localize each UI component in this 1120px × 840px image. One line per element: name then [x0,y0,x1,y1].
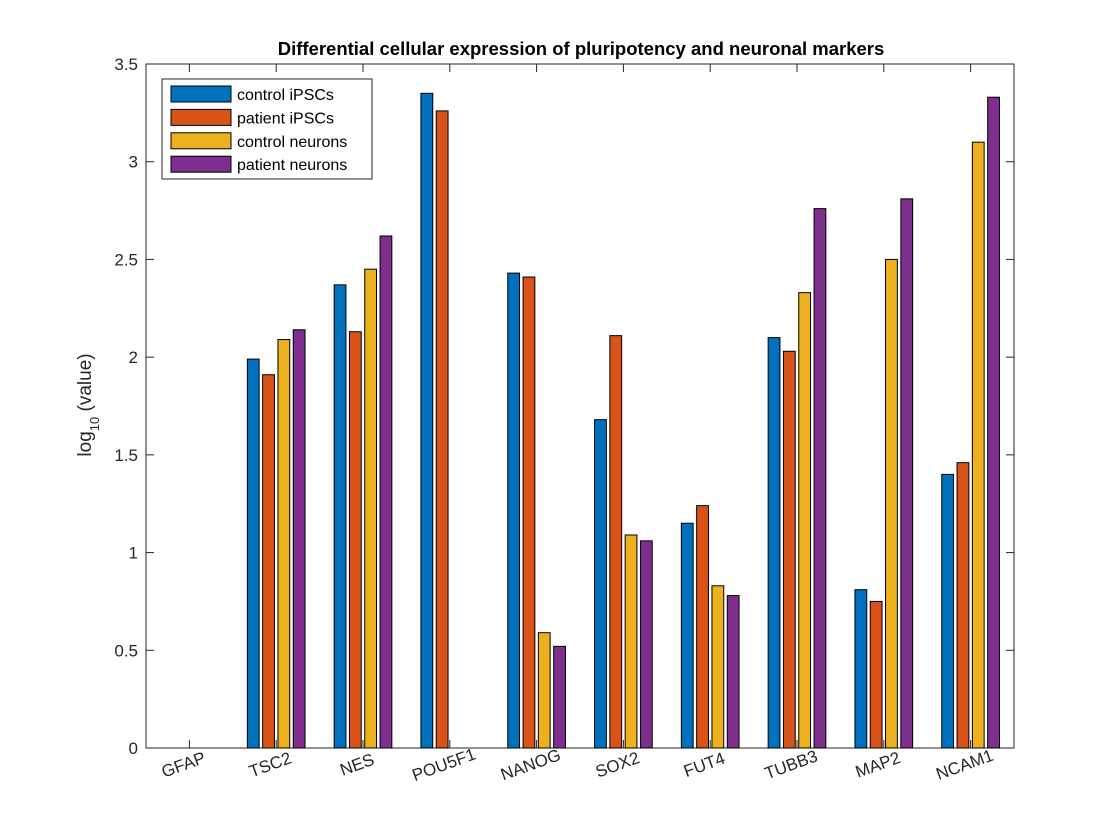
y-tick-label: 1 [129,544,138,563]
bar-nes-series-1 [333,284,347,749]
bar-pou5f1-series-1 [420,92,434,749]
y-tick-label: 3 [129,153,138,172]
legend-label: control neurons [237,134,347,151]
bar-map2-series-4 [900,198,914,749]
bar-tsc2-series-2 [262,374,275,749]
bar-sox2-series-3 [624,534,638,749]
bar-ncam1-series-1 [941,473,955,749]
legend-swatch [170,108,232,126]
bar-tsc2-series-3 [277,339,291,749]
y-axis-label: log10 (value) [75,353,102,456]
bar-ncam1-series-4 [987,96,1000,749]
bar-ncam1-series-3 [971,141,985,749]
bar-nanog-series-2 [522,276,536,749]
legend-swatch [170,155,232,173]
bar-tsc2-series-4 [292,329,306,749]
y-axis-label-subscript: 10 [87,417,102,431]
y-tick-label: 2 [129,348,138,367]
bar-ncam1-series-2 [956,462,970,749]
legend-swatch [170,85,232,103]
bar-tubb3-series-4 [813,208,827,749]
y-tick-label: 2.5 [114,250,138,269]
bar-nes-series-3 [364,268,378,749]
bar-nanog-series-3 [537,632,551,749]
bar-tubb3-series-3 [798,292,812,749]
legend-label: patient iPSCs [237,110,334,127]
bar-nanog-series-4 [553,645,566,749]
bar-map2-series-1 [854,589,868,749]
legend-label: patient neurons [237,157,347,174]
y-tick-label: 0.5 [114,641,138,660]
y-tick-label: 0 [129,739,138,758]
chart-title: Differential cellular expression of plur… [278,38,885,59]
bar-map2-series-3 [885,258,898,749]
bar-nanog-series-1 [507,272,521,749]
legend-label: control iPSCs [237,87,334,104]
legend-swatch [170,132,232,150]
bar-tubb3-series-2 [782,350,796,749]
y-axis-label-main: log [75,431,96,456]
bar-fut4-series-3 [711,585,725,749]
bar-fut4-series-4 [726,595,740,749]
bar-map2-series-2 [869,600,883,749]
bar-tsc2-series-1 [246,358,260,749]
y-tick-label: 3.5 [114,55,138,74]
bar-sox2-series-1 [594,419,607,749]
bar-fut4-series-1 [680,522,694,749]
legend: control iPSCs patient iPSCs control neuron… [161,78,373,180]
bar-tubb3-series-1 [767,337,781,749]
y-tick-label: 1.5 [114,446,138,465]
bar-sox2-series-2 [609,335,623,749]
axes-box [145,63,1015,749]
bar-nes-series-2 [348,331,362,749]
bar-nes-series-4 [379,235,393,749]
bar-fut4-series-2 [696,505,709,749]
bar-sox2-series-4 [639,540,653,749]
y-axis-label-rest: (value) [75,353,96,416]
bar-pou5f1-series-2 [435,110,449,749]
